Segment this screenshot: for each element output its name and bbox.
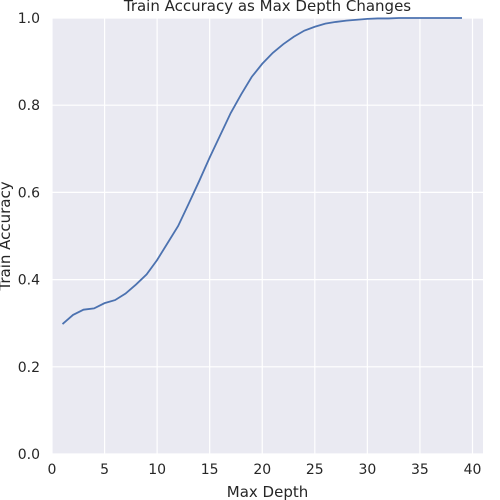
x-tick-label: 5 (100, 462, 109, 478)
chart-title: Train Accuracy as Max Depth Changes (123, 0, 411, 15)
y-tick-label: 0.4 (18, 273, 40, 289)
x-tick-labels: 0 5 10 15 20 25 30 35 40 (48, 462, 482, 478)
y-tick-label: 0.6 (18, 185, 40, 201)
x-tick-label: 0 (48, 462, 57, 478)
x-tick-label: 25 (306, 462, 324, 478)
plot-area (52, 18, 483, 454)
y-tick-labels: 0.0 0.2 0.4 0.6 0.8 1.0 (18, 11, 40, 463)
x-tick-label: 10 (148, 462, 166, 478)
x-tick-label: 30 (358, 462, 376, 478)
x-tick-label: 35 (411, 462, 429, 478)
y-tick-label: 0.0 (18, 447, 40, 463)
y-tick-label: 0.8 (18, 98, 40, 114)
y-tick-label: 0.2 (18, 360, 40, 376)
x-tick-label: 40 (464, 462, 482, 478)
x-tick-label: 15 (201, 462, 219, 478)
y-tick-label: 1.0 (18, 11, 40, 27)
series-line (61, 17, 462, 325)
x-axis-label: Max Depth (227, 483, 308, 500)
grid (51, 17, 483, 455)
x-tick-label: 20 (253, 462, 271, 478)
y-axis-label: Train Accuracy (0, 181, 14, 291)
